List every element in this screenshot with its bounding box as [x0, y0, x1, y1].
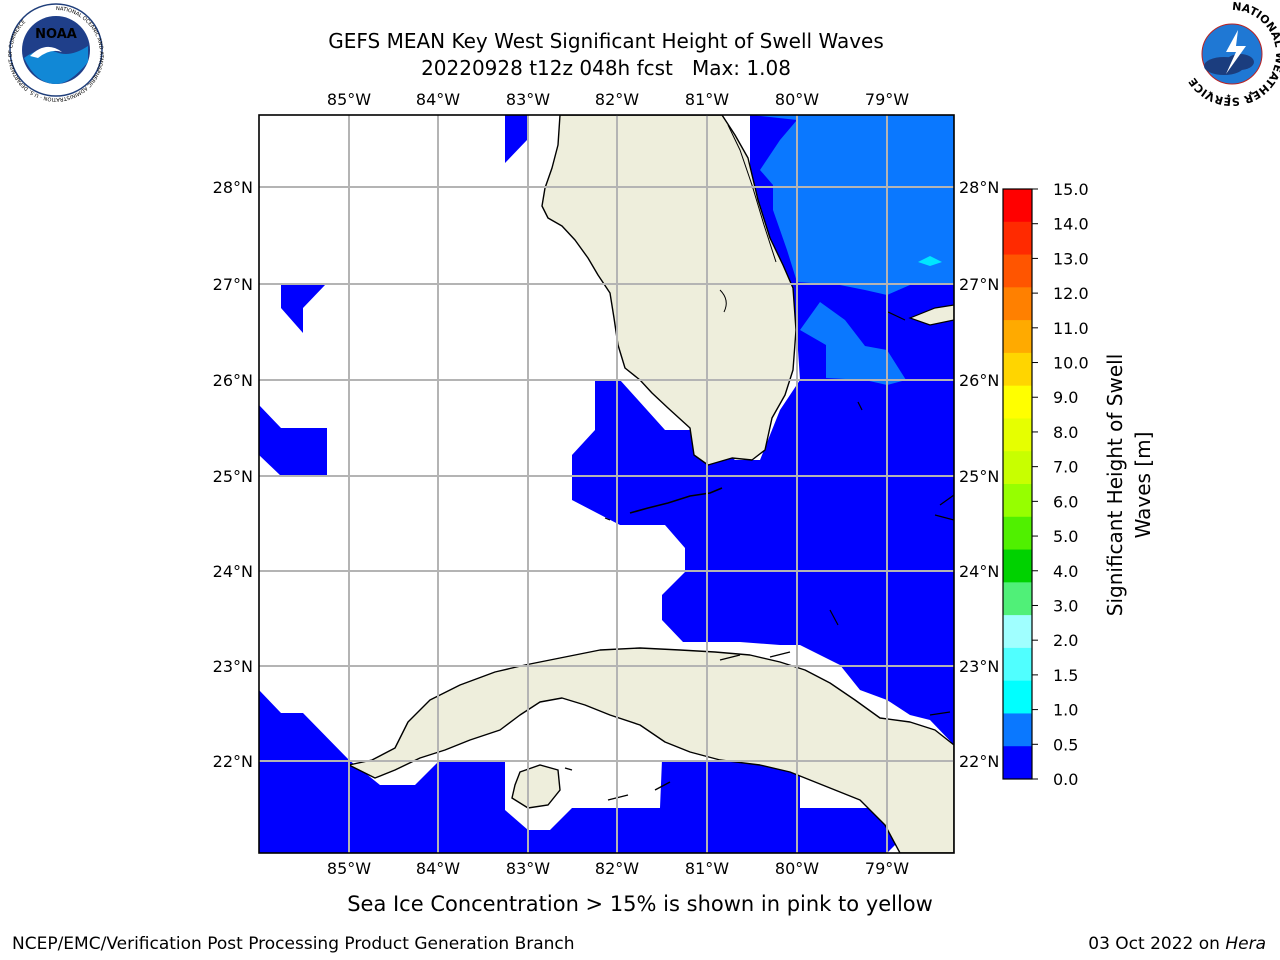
colorbar-tick-label: 11.0 — [1053, 319, 1089, 338]
svg-text:★: ★ — [1208, 90, 1213, 97]
lon-label: 79°W — [865, 90, 909, 109]
colorbar-tick-label: 12.0 — [1053, 284, 1089, 303]
nws-logo: NATIONAL WEATHER SERVICE ★ ★ ★ — [1186, 0, 1280, 108]
colorbar-band — [1003, 680, 1032, 714]
map-title: GEFS MEAN Key West Significant Height of… — [328, 29, 884, 53]
colorbar-ticks: 15.0 14.0 13.0 12.0 11.0 10.0 9.0 8.0 7.0 6.0 5.0 4… — [1032, 180, 1089, 789]
lat-label: 22°N — [959, 752, 999, 771]
colorbar-frame — [1002, 188, 1033, 780]
lon-label: 85°W — [327, 90, 371, 109]
colorbar-band — [1003, 647, 1032, 682]
swell-band-0.5-1.0 — [752, 115, 954, 385]
lat-label: 28°N — [959, 178, 999, 197]
footer-right: 03 Oct 2022 on Hera — [1088, 934, 1266, 954]
lat-label: 24°N — [213, 562, 253, 581]
lon-label: 80°W — [775, 90, 819, 109]
map-frame — [258, 114, 955, 854]
lon-label: 84°W — [416, 90, 460, 109]
colorbar-band — [1003, 287, 1032, 321]
colorbar-band — [1003, 418, 1032, 452]
sea-ice-note: Sea Ice Concentration > 15% is shown in … — [347, 892, 933, 916]
map-gridlines — [259, 115, 954, 853]
noaa-logo-text: NOAA — [35, 27, 77, 42]
lon-label: 83°W — [506, 90, 550, 109]
colorbar-tick-label: 4.0 — [1053, 562, 1078, 581]
svg-text:★: ★ — [1226, 93, 1231, 100]
colorbar-tick-label: 1.0 — [1053, 701, 1078, 720]
colorbar-band — [1003, 484, 1032, 518]
colorbar-band — [1003, 189, 1032, 223]
lat-labels-right: 28°N 27°N 26°N 25°N 24°N 23°N 22°N — [959, 178, 999, 771]
colorbar-tick-label: 2.0 — [1053, 631, 1078, 650]
colorbar-band — [1003, 615, 1032, 649]
lat-label: 22°N — [213, 752, 253, 771]
colorbar-tick-label: 14.0 — [1053, 215, 1089, 234]
lat-label: 23°N — [213, 657, 253, 676]
lat-label: 24°N — [959, 562, 999, 581]
land-bahamas — [908, 304, 954, 326]
colorbar-tick-label: 7.0 — [1053, 458, 1078, 477]
lon-label: 84°W — [416, 859, 460, 878]
colorbar-band — [1003, 516, 1032, 551]
lat-label: 23°N — [959, 657, 999, 676]
colorbar-band — [1003, 746, 1032, 780]
lat-label: 26°N — [959, 371, 999, 390]
lon-label: 82°W — [595, 90, 639, 109]
lon-labels-bottom: 85°W 84°W 83°W 82°W 81°W 80°W 79°W — [327, 859, 909, 878]
colorbar-tick-label: 0.0 — [1053, 770, 1078, 789]
colorbar-band — [1003, 221, 1032, 256]
footer-left: NCEP/EMC/Verification Post Processing Pr… — [12, 934, 575, 954]
colorbar-tick-label: 5.0 — [1053, 527, 1078, 546]
svg-text:★: ★ — [1248, 90, 1253, 97]
lon-label: 81°W — [685, 859, 729, 878]
lat-label: 28°N — [213, 178, 253, 197]
colorbar-tick-label: 8.0 — [1053, 423, 1078, 442]
lon-label: 83°W — [506, 859, 550, 878]
lat-label: 26°N — [213, 371, 253, 390]
lon-label: 80°W — [775, 859, 819, 878]
colorbar-label-line2: Waves [m] — [1131, 432, 1155, 539]
colorbar-band — [1003, 713, 1032, 747]
land-florida-keys — [629, 487, 723, 514]
colorbar-band — [1003, 320, 1032, 354]
colorbar-tick-label: 0.5 — [1053, 735, 1078, 754]
lat-label: 27°N — [959, 275, 999, 294]
land-isla-juventud — [511, 764, 561, 809]
colorbar: 15.0 14.0 13.0 12.0 11.0 10.0 9.0 8.0 7.0 6.0 5.0 4… — [1002, 180, 1155, 789]
lat-labels-left: 28°N 27°N 26°N 25°N 24°N 23°N 22°N — [213, 178, 253, 771]
colorbar-band — [1003, 352, 1032, 387]
colorbar-tick-label: 10.0 — [1053, 354, 1089, 373]
colorbar-bands — [1003, 189, 1032, 780]
lon-label: 79°W — [865, 859, 909, 878]
colorbar-tick-label: 6.0 — [1053, 492, 1078, 511]
lat-label: 27°N — [213, 275, 253, 294]
footer-host: Hera — [1225, 934, 1266, 954]
noaa-logo: NATIONAL OCEANIC AND ATMOSPHERIC ADMINIS… — [8, 3, 104, 102]
land-florida — [541, 115, 797, 466]
map-panel — [258, 114, 955, 854]
colorbar-tick-label: 15.0 — [1053, 180, 1089, 199]
swell-band-1.0-1.5 — [918, 256, 942, 266]
map-subtitle: 20220928 t12z 048h fcst Max: 1.08 — [421, 56, 791, 80]
lon-label: 85°W — [327, 859, 371, 878]
lat-label: 25°N — [213, 467, 253, 486]
colorbar-band — [1003, 254, 1032, 288]
colorbar-tick-label: 3.0 — [1053, 596, 1078, 615]
colorbar-tick-label: 9.0 — [1053, 388, 1078, 407]
colorbar-tick-label: 1.5 — [1053, 666, 1078, 685]
colorbar-band — [1003, 582, 1032, 616]
lon-label: 82°W — [595, 859, 639, 878]
lat-label: 25°N — [959, 467, 999, 486]
lon-label: 81°W — [685, 90, 729, 109]
colorbar-tick-label: 13.0 — [1053, 249, 1089, 268]
land-cuba — [348, 647, 954, 853]
lon-labels-top: 85°W 84°W 83°W 82°W 81°W 80°W 79°W — [327, 90, 909, 109]
colorbar-band — [1003, 451, 1032, 485]
colorbar-band — [1003, 549, 1032, 583]
colorbar-band — [1003, 385, 1032, 419]
footer-date: 03 Oct 2022 on — [1088, 934, 1225, 954]
colorbar-label-line1: Significant Height of Swell — [1103, 354, 1127, 616]
